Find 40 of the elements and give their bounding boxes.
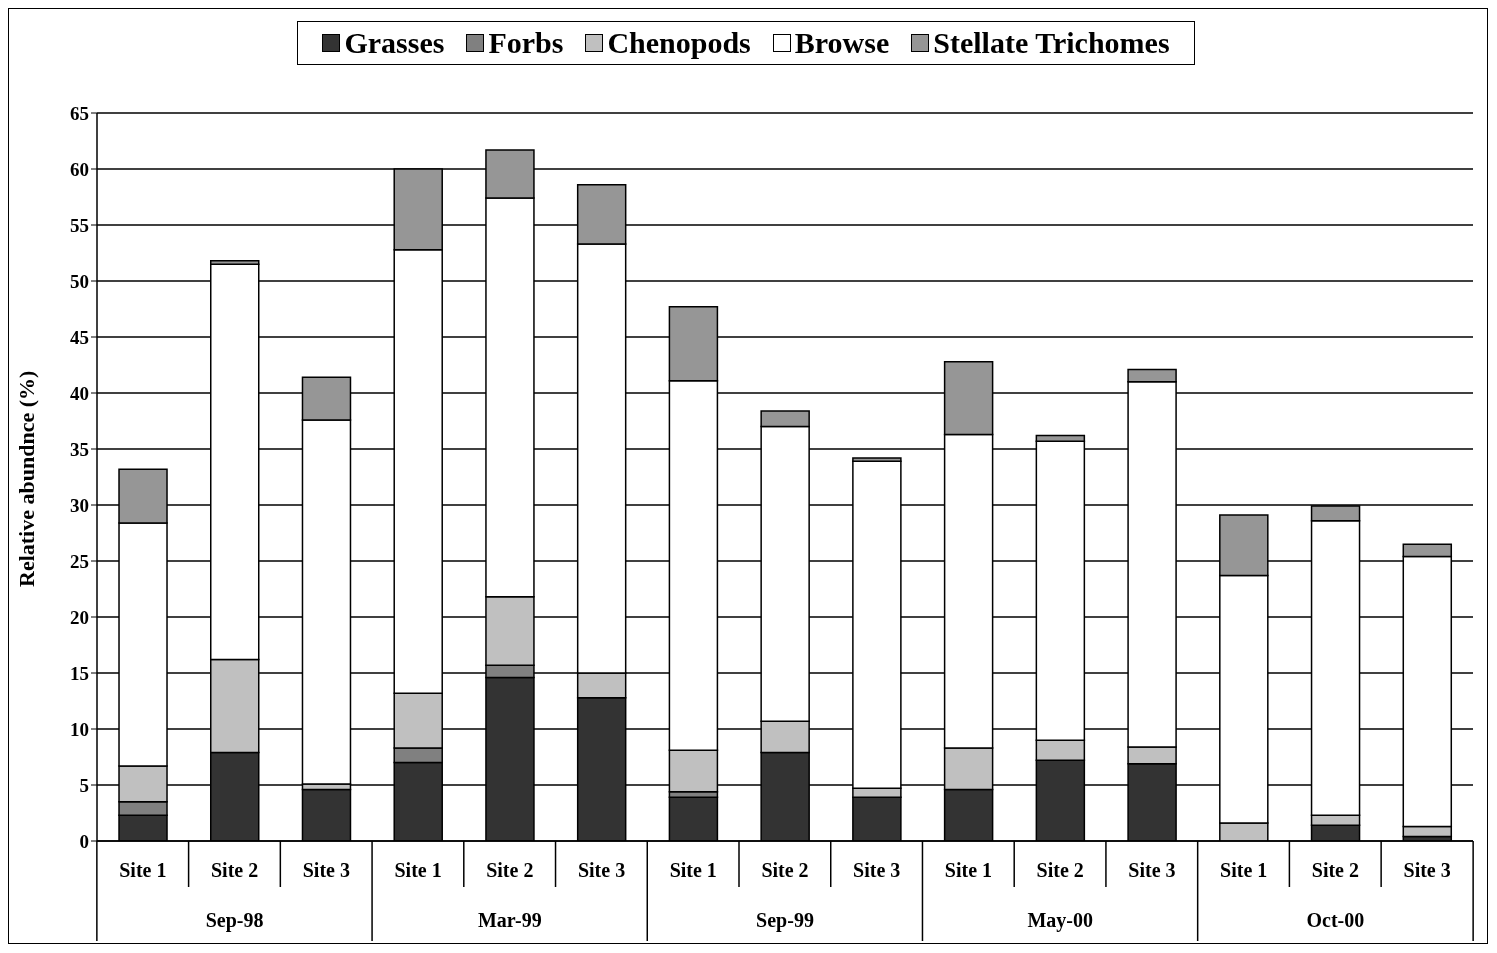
text: Oct-00 xyxy=(1306,909,1365,931)
legend-label: Browse xyxy=(794,26,890,60)
x-tick-label: Site 1 xyxy=(119,859,167,881)
text: Sep-98 xyxy=(205,909,264,932)
x-tick-label: Site 3 xyxy=(1128,859,1176,881)
y-tick-label: 35 xyxy=(70,438,89,460)
x-tick-label: Site 2 xyxy=(1036,859,1084,881)
legend-label: Chenopods xyxy=(607,26,751,60)
y-tick-label: 15 xyxy=(70,662,89,684)
x-tick-label: Site 1 xyxy=(944,859,993,881)
text: May-00 xyxy=(1027,909,1093,932)
y-tick-label: 40 xyxy=(70,382,89,404)
y-tick-label: 45 xyxy=(70,326,89,348)
y-tick-label: 65 xyxy=(70,102,89,124)
x-tick-label: Site 2 xyxy=(761,859,809,881)
x-tick-label: Site 3 xyxy=(577,859,626,881)
y-tick-label: 20 xyxy=(70,606,89,628)
y-tick-label: 25 xyxy=(70,550,89,572)
y-tick-label: 30 xyxy=(70,494,89,516)
y-axis-title: Relative abundnce (%) xyxy=(13,370,39,587)
legend-label: Stellate Trichomes xyxy=(933,26,1170,60)
y-tick-label: 0 xyxy=(79,830,89,852)
legend-label: Forbs xyxy=(488,26,564,60)
x-tick-label: Site 3 xyxy=(1403,859,1451,881)
y-tick-label: 50 xyxy=(70,270,89,292)
x-tick-label: Site 1 xyxy=(669,859,717,881)
x-tick-label: Site 1 xyxy=(1220,859,1268,881)
x-tick-label: Site 3 xyxy=(853,859,901,881)
text: Sep-99 xyxy=(756,909,814,932)
text: Mar-99 xyxy=(477,909,542,931)
x-tick-label: Site 2 xyxy=(486,859,534,881)
x-tick-label: Site 2 xyxy=(1311,859,1360,881)
x-tick-label: Site 2 xyxy=(210,859,259,881)
y-tick-label: 60 xyxy=(70,158,89,180)
x-tick-label: Site 1 xyxy=(394,859,442,881)
y-tick-label: 10 xyxy=(70,718,89,740)
y-tick-label: 5 xyxy=(79,774,89,796)
y-tick-label: 55 xyxy=(70,214,89,236)
legend-label: Grasses xyxy=(344,26,445,60)
x-tick-label: Site 3 xyxy=(302,859,350,881)
